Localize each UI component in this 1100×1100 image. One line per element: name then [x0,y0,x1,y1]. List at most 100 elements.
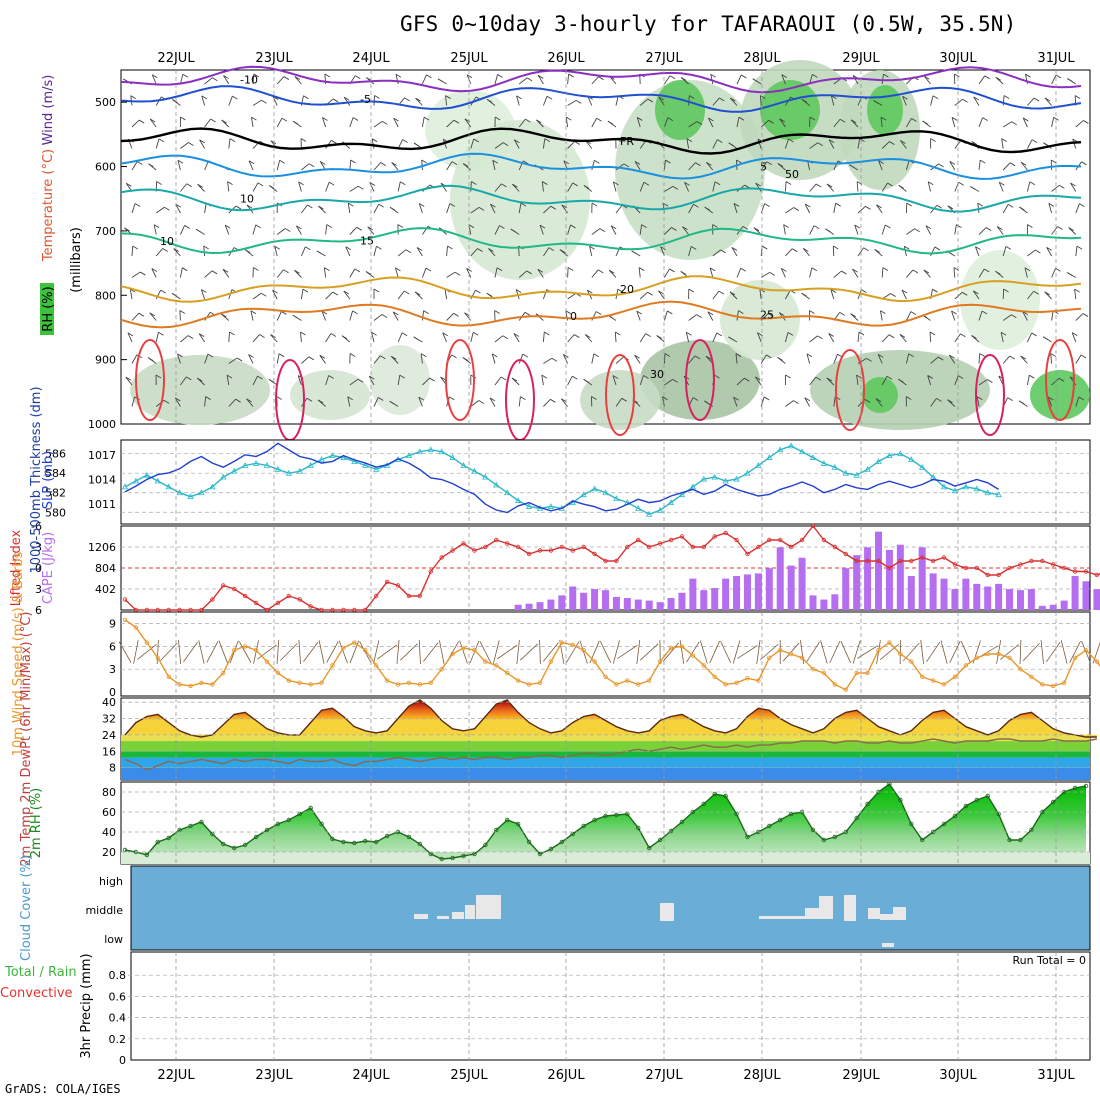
convective-contour [975,354,1005,436]
wind-barb [415,97,423,106]
rh-line-point [712,791,717,797]
wind-barb [204,77,213,85]
thickness-line-point [176,489,183,496]
wind-barb [615,356,624,364]
wind-barb-flag [647,291,653,296]
wind-barb-flag [568,73,574,78]
wind-barb [755,182,762,192]
wind-barb-flag [762,245,768,250]
wind-barb [688,355,696,364]
thickness-line-point [853,471,860,478]
wind-barb-flag [634,354,640,359]
wind-barb [300,289,304,300]
wind-barb-flag [764,203,770,207]
slp-axis-label: SLP (mb) [41,451,56,510]
temp-tick: 40 [102,696,116,709]
wind-barb [155,206,165,214]
wind-barb [735,353,738,364]
wind-barb [442,332,448,343]
run-total-label: Run Total = 0 [1013,954,1087,967]
wind-barb-flag [510,228,517,233]
convective-contour [605,354,635,436]
lifted-index-line-point [275,600,281,606]
wind-barb [759,95,762,106]
cape-bar [995,583,1003,610]
wind-barb [930,356,939,364]
wind-barb [421,74,427,85]
thickness-line-point [438,448,445,455]
wind-barb-flag [345,246,352,251]
surface-wind-barb [732,640,741,664]
wind-barb-flag [235,205,242,210]
wind-barb-flag [1042,336,1049,341]
wind-barb [296,225,302,235]
wind-barb-flag [709,267,716,272]
wind-barb-flag [1082,313,1089,317]
wind-barb-flag [1018,400,1025,405]
wind-barb-flag [425,267,432,272]
rh-line-point [723,793,728,799]
rh-shade [810,350,990,430]
wind-barb-flag [502,142,509,147]
wind-speed-line-point [155,655,160,660]
lifted-index-line-point [1018,562,1023,567]
wind-barb-flag [811,267,818,272]
wind-barb-flag [451,161,458,165]
wind-barb [199,139,205,149]
wind-barb [854,224,859,235]
wind-barb-flag [850,119,857,124]
cape-bar [1049,604,1057,610]
wind-speed-line-point [221,670,226,676]
cape-bar [875,531,883,610]
wind-barb-flag [1031,139,1038,144]
wind-barb [857,138,861,149]
wind-barb-flag [1078,396,1085,401]
wind-axis-label: Wind (m/s) [41,75,56,146]
wind-barb [925,225,931,235]
wind-barb [560,398,568,407]
temp-area [125,700,1097,737]
cape-bar [973,583,981,610]
thickness-line-point [362,462,369,468]
pressure-tick: 600 [95,161,116,174]
rh-line-point [767,823,772,829]
wind-speed-line-point [952,674,958,679]
cape-bar [885,549,893,610]
wind-barb [802,248,810,257]
wind-barb [151,74,157,85]
wind-barb-flag [149,118,156,123]
wind-barb-flag [473,138,479,143]
rh-shade [450,120,590,280]
wind-barb-flag [738,310,744,314]
wind-barb-flag [876,204,882,209]
wind-barb-flag [621,397,627,402]
surface-wind-barb [1040,640,1044,664]
wind-barb-flag [595,311,602,315]
wind-speed-line-point [395,682,401,687]
bottom-date-label: 25JUL [450,1068,488,1083]
rh-tick: 20 [102,846,116,859]
surface-wind-barb [999,644,1020,660]
bottom-date-label: 27JUL [645,1068,683,1083]
cloud-bar [893,907,906,920]
wind-barb [300,331,302,343]
wind-barb-flag [680,77,687,81]
rh-line-point [788,811,794,817]
wind-speed-line-point [603,674,608,679]
wind-barb [809,376,817,386]
wind-barb [274,246,278,257]
wind-barb [954,140,962,149]
wind-barb-flag [201,95,208,100]
lifted-index-line-point [1094,572,1100,578]
rh-line-point [199,819,204,825]
wind-barb [954,375,959,386]
wind-barb-flag [253,73,260,78]
lifted-index-line-point [919,555,925,560]
wind-barb-flag [381,314,388,318]
wind-barb [976,396,980,407]
wind-barb-flag [376,245,382,250]
cape-bar [591,589,599,610]
thickness-line-point [405,452,413,459]
wind-barb-flag [667,310,673,315]
